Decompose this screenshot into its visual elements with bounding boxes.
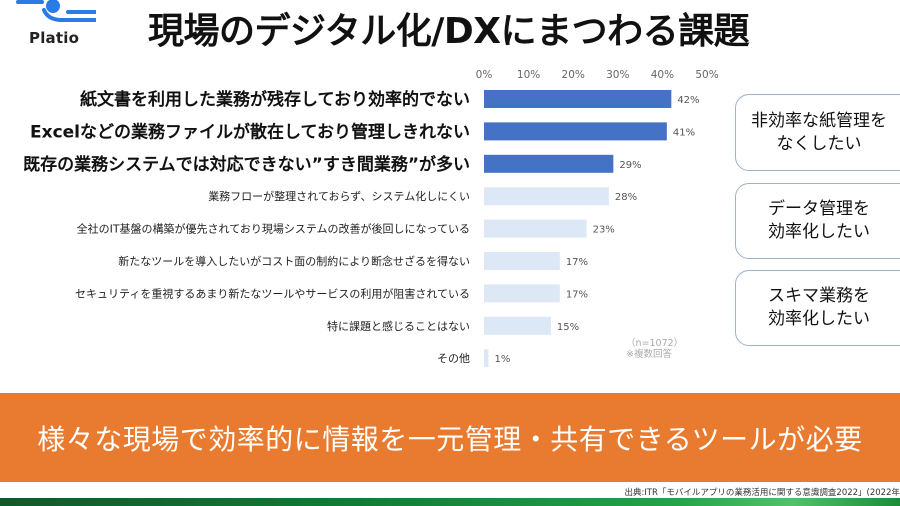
value-label: 17% bbox=[566, 257, 588, 268]
bar bbox=[484, 122, 667, 141]
category-label: 業務フローが整理されておらず、システム化しにくい bbox=[208, 189, 470, 203]
value-label: 29% bbox=[619, 160, 641, 171]
platio-logo-icon bbox=[16, 0, 96, 22]
value-label: 17% bbox=[566, 289, 588, 300]
category-label: 紙文書を利用した業務が残存しており効率的でない bbox=[80, 89, 470, 110]
page-title: 現場のデジタル化/DXにまつわる課題 bbox=[148, 11, 750, 52]
category-label: 全社のIT基盤の構築が優先されており現場システムの改善が後回しになっている bbox=[77, 222, 470, 236]
value-label: 41% bbox=[673, 127, 695, 138]
category-label: その他 bbox=[437, 352, 470, 365]
x-tick-label: 30% bbox=[606, 69, 629, 81]
platio-logo: Platio bbox=[12, 0, 102, 52]
x-tick-label: 40% bbox=[651, 69, 674, 81]
callout-box-data: データ管理を 効率化したい bbox=[735, 183, 900, 259]
multiple-answer-note: ※複数回答 bbox=[626, 348, 672, 360]
sample-size-note: （n=1072） bbox=[626, 337, 683, 349]
logo-text: Platio bbox=[29, 29, 80, 47]
category-label: Excelなどの業務ファイルが散在しており管理しきれない bbox=[30, 121, 470, 142]
source-citation: 出典:ITR「モバイルアプリの業務活用に関する意識調査2022」(2022年 bbox=[624, 488, 900, 498]
bar bbox=[484, 252, 560, 270]
callout-line: スキマ業務を bbox=[768, 286, 870, 306]
value-label: 15% bbox=[557, 322, 579, 333]
conclusion-banner: 様々な現場で効率的に情報を一元管理・共有できるツールが必要 bbox=[0, 393, 900, 482]
x-tick-label: 20% bbox=[562, 69, 585, 81]
banner-text: 様々な現場で効率的に情報を一元管理・共有できるツールが必要 bbox=[37, 422, 863, 456]
callout-line: なくしたい bbox=[776, 133, 862, 154]
callout-box-paper: 非効率な紙管理を なくしたい bbox=[735, 94, 900, 171]
callout-line: 効率化したい bbox=[768, 309, 870, 329]
callout-line: 効率化したい bbox=[768, 222, 870, 242]
x-tick-label: 0% bbox=[476, 69, 493, 81]
category-label: 既存の業務システムでは対応できない”すき間業務”が多い bbox=[23, 154, 470, 175]
bar bbox=[484, 154, 614, 173]
bar bbox=[484, 284, 560, 303]
bar bbox=[484, 349, 489, 368]
value-label: 42% bbox=[677, 95, 699, 106]
bar bbox=[484, 219, 587, 238]
value-label: 28% bbox=[615, 192, 637, 203]
value-label: 23% bbox=[593, 225, 615, 236]
callout-line: データ管理を bbox=[768, 199, 870, 219]
bar bbox=[484, 187, 609, 206]
callout-line: 非効率な紙管理を bbox=[751, 110, 887, 131]
footer-strip bbox=[0, 498, 900, 506]
category-label: 新たなツールを導入したいがコスト面の制約により断念せざるを得ない bbox=[118, 254, 470, 268]
bar-chart: 0% 10% 20% 30% 40% 50% 42% 紙文書を利用した業務が残存しており効率的… bbox=[23, 69, 719, 368]
category-label: セキュリティを重視するあまり新たなツールやサービスの利用が阻害されている bbox=[75, 286, 470, 300]
x-tick-label: 50% bbox=[695, 69, 718, 81]
callout-box-gap-work: スキマ業務を 効率化したい bbox=[735, 270, 900, 346]
bar bbox=[484, 316, 551, 335]
category-label: 特に課題と感じることはない bbox=[327, 319, 470, 333]
x-tick-label: 10% bbox=[517, 69, 540, 81]
value-label: 1% bbox=[494, 354, 510, 365]
bar bbox=[484, 90, 672, 108]
